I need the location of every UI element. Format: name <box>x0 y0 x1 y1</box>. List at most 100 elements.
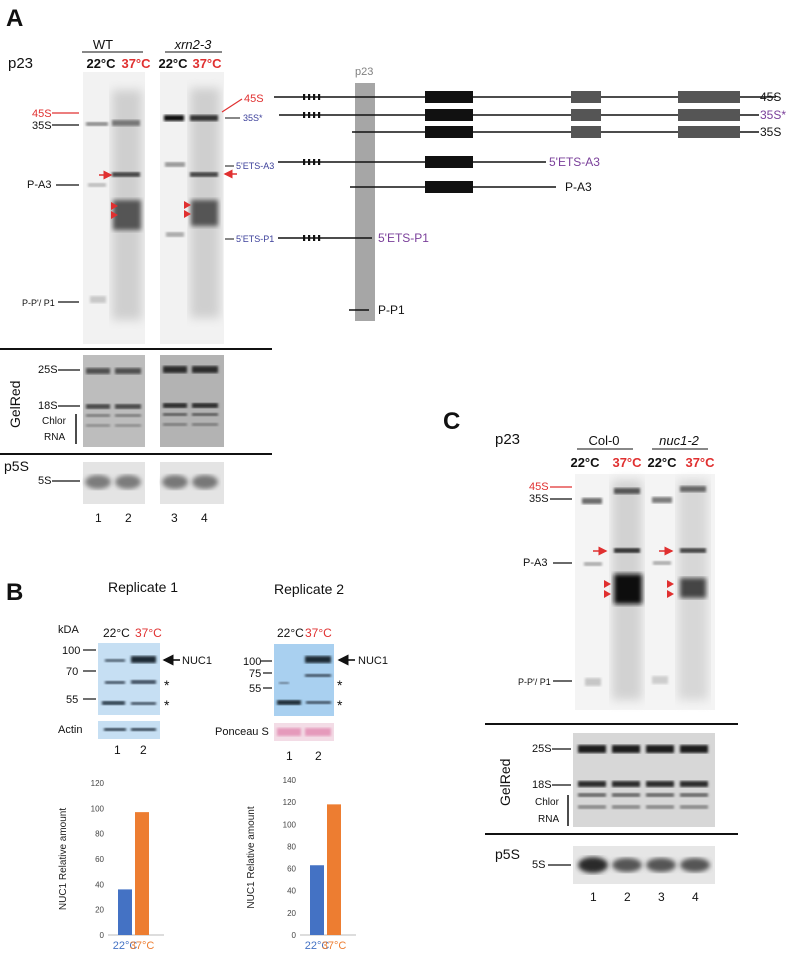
panel-a-right-label-a3: 5'ETS-A3 <box>236 161 274 171</box>
chart-2-bar-2 <box>327 804 341 935</box>
chart-replicate-2: 0 20 40 60 80 100 120 140 22°C37°C NUC1 Relative … <box>246 776 356 952</box>
map-box-18s-pa3 <box>425 181 473 193</box>
panel-a-gelred-18s: 18S <box>38 400 58 412</box>
rep2-ponceau-label: Ponceau S <box>215 726 269 738</box>
panel-a-gelred-label: GelRed <box>7 381 23 428</box>
map-label-ets-p1: 5'ETS-P1 <box>378 231 429 245</box>
panel-c-lane-1: 1 <box>590 890 597 904</box>
panel-a-right-tick-45s <box>221 98 243 113</box>
panel-b-rep1-title: Replicate 1 <box>108 579 178 595</box>
panel-a-right-label-p1: 5'ETS-P1 <box>236 234 274 244</box>
rep2-nuc1-label: NUC1 <box>358 655 388 667</box>
chart-1-ytick-0: 0 <box>100 931 105 940</box>
panel-a-arrowhead-2b <box>184 210 191 218</box>
panel-c-temp-hot-2: 37°C <box>685 455 715 470</box>
panel-c-label-35s: 35S <box>529 493 549 505</box>
panel-a-right-label-35s: 35S* <box>243 113 263 123</box>
rep1-asterisk-1: * <box>164 677 170 693</box>
panel-a-label-45s: 45S <box>32 108 52 120</box>
panel-b-kda: kDA <box>58 624 79 636</box>
chart-2-category-2: 37°C <box>322 940 347 952</box>
rep1-marker-55: 55 <box>66 694 78 706</box>
rep2-asterisk-2: * <box>337 697 343 713</box>
chart-1-category-2: 37°C <box>130 940 155 952</box>
panel-a-temp-cold-2: 22°C <box>158 56 188 71</box>
chart-1-ytick-3: 60 <box>95 855 104 864</box>
panel-a-arrowhead-1b <box>111 211 118 219</box>
panel-c-arrowhead-1b <box>604 590 611 598</box>
rep1-lane-1: 1 <box>114 743 121 757</box>
northern-blot-xrn <box>160 72 224 344</box>
panel-a-label-35s: 35S <box>32 120 52 132</box>
chart-1-bar-2 <box>135 812 149 935</box>
panel-c-label-ppp1: P-P'/ P1 <box>518 677 551 687</box>
northern-blot-c <box>575 474 715 710</box>
rep1-actin-lane2 <box>131 728 156 731</box>
panel-a-genotype-xrn: xrn2-3 <box>174 37 213 52</box>
map-label-35s: 35S <box>760 125 781 139</box>
map-probe-bar <box>355 83 375 321</box>
rep1-band-nuc1-lane1 <box>105 659 125 662</box>
panel-a-p5s-band: 5S <box>38 475 51 487</box>
rep1-nuc1-label: NUC1 <box>182 655 212 667</box>
panel-c-label-45s: 45S <box>529 481 549 493</box>
panel-c-label-pa3: P-A3 <box>523 557 547 569</box>
map-label-35sstar: 35S* <box>760 108 786 122</box>
p5s-gel-a <box>83 462 224 504</box>
panel-c-lane-4: 4 <box>692 890 699 904</box>
panel-c-arrowhead-1a <box>604 580 611 588</box>
chart-1-ylabel: NUC1 Relative amount <box>58 808 69 910</box>
panel-b: B Replicate 1 kDA 22°C 37°C 100 70 55 NU… <box>6 579 388 952</box>
panel-c-letter: C <box>443 408 460 435</box>
rep2-band-nuc1-lane2 <box>305 656 331 663</box>
map-label-ets-a3: 5'ETS-A3 <box>549 155 600 169</box>
map-label-pa3: P-A3 <box>565 180 592 194</box>
panel-a: A p23 WT xrn2-3 22°C 37°C 22°C 37°C <box>0 5 274 525</box>
map-probe-label: p23 <box>355 66 373 78</box>
chart-replicate-1: 0 20 40 60 80 100 120 22°C37°C NUC1 Relative amo… <box>58 779 164 952</box>
panel-a-lane-1: 1 <box>95 511 102 525</box>
rep2-marker-75: 75 <box>249 668 261 680</box>
panel-c-gelred-rna: RNA <box>538 814 559 825</box>
rep1-actin-blot <box>98 721 160 739</box>
panel-c-temp-hot-1: 37°C <box>612 455 642 470</box>
panel-c-genotype-col: Col-0 <box>588 433 619 448</box>
rep1-band-star1-lane2 <box>131 680 156 684</box>
map-box-18s-35s <box>425 126 473 138</box>
map-ticks-45s <box>303 94 321 100</box>
panel-a-label-ppp1: P-P'/ P1 <box>22 298 55 308</box>
panel-c-lane-3: 3 <box>658 890 665 904</box>
panel-c: C p23 Col-0 nuc1-2 22°C 37°C 22°C 37°C 4 <box>443 408 738 904</box>
chart-2-ytick-2: 40 <box>287 887 296 896</box>
panel-c-temp-cold-2: 22°C <box>647 455 677 470</box>
panel-b-rep2-hot: 37°C <box>305 626 332 640</box>
panel-c-probe: p23 <box>495 431 520 448</box>
rep2-ponceau-lane1 <box>277 728 301 736</box>
panel-a-right-label-45s: 45S <box>244 93 264 105</box>
chart-2-ytick-6: 120 <box>283 798 297 807</box>
rep2-marker-55: 55 <box>249 683 261 695</box>
rep2-lane-2: 2 <box>315 749 322 763</box>
panel-b-rep2-title: Replicate 2 <box>274 581 344 597</box>
rep1-lane-2: 2 <box>140 743 147 757</box>
rep1-band-star2-lane2 <box>131 702 156 705</box>
panel-b-letter: B <box>6 579 23 606</box>
map-ticks-35sstar <box>303 112 321 118</box>
rep1-band-nuc1-lane2 <box>131 656 156 663</box>
chart-2-ytick-5: 100 <box>283 820 297 829</box>
rep1-marker-100: 100 <box>62 645 80 657</box>
panel-a-lane-2: 2 <box>125 511 132 525</box>
rrna-map: p23 45S 35S* 35S 5'ETS-A3 <box>274 66 786 321</box>
panel-a-p5s-label: p5S <box>4 458 29 474</box>
map-box-58s-35sstar <box>571 109 601 121</box>
map-label-45s: 45S <box>760 90 781 104</box>
map-label-pp1: P-P1 <box>378 303 405 317</box>
map-ticks-ets-a3 <box>303 159 321 165</box>
chart-1-ytick-2: 40 <box>95 880 104 889</box>
map-box-18s-ets-a3 <box>425 156 473 168</box>
chart-2-ytick-7: 140 <box>283 776 297 785</box>
rep2-lane-1: 1 <box>286 749 293 763</box>
panel-a-temp-hot-2: 37°C <box>192 56 222 71</box>
rep1-actin-lane1 <box>104 728 126 731</box>
panel-a-letter: A <box>6 5 23 32</box>
